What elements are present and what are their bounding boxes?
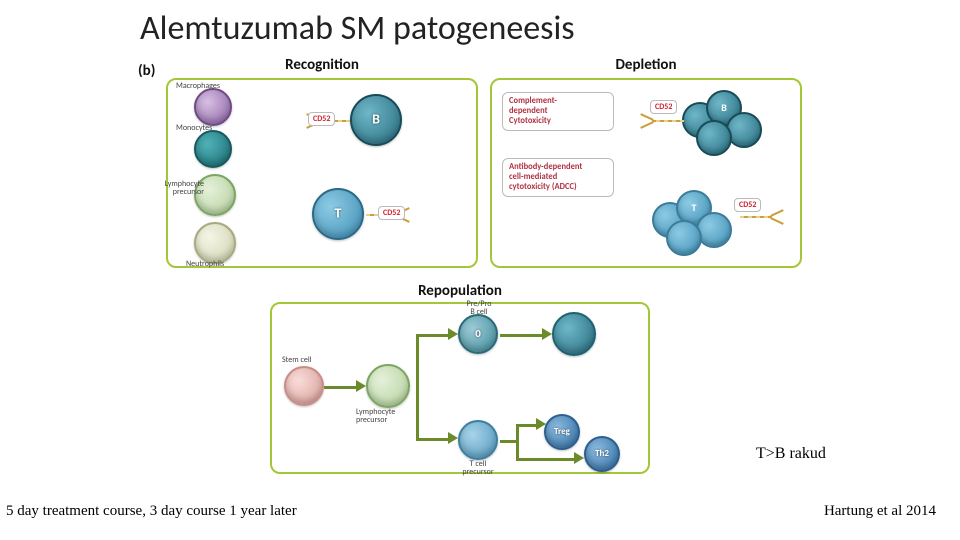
tcellprec-icon (458, 420, 498, 460)
preb-letter: 0 (475, 327, 481, 340)
tcell-icon: T (312, 188, 364, 240)
arrow-icon (416, 334, 419, 440)
tcellprec-label: T cell precursor (452, 460, 504, 477)
th2-cell-icon: Th2 (584, 436, 620, 472)
arrow-head-icon (574, 452, 584, 464)
repop-lymphprecursor-icon (366, 364, 410, 408)
arrow-head-icon (448, 432, 458, 444)
mechanism-cdc: Complement- dependent Cytotoxicity (502, 92, 614, 131)
panel-recognition: Recognition Macrophages Monocytes Lympho… (166, 78, 478, 268)
cd52-tag-b: CD52 (308, 112, 335, 126)
arrow-head-icon (356, 380, 366, 392)
tcell-cluster-letter: T (692, 201, 697, 214)
cd52-tag-tcluster: CD52 (734, 198, 761, 212)
citation: Hartung et al 2014 (824, 503, 936, 520)
arrow-icon (516, 424, 538, 427)
bcell-out-icon (552, 312, 596, 356)
stemcell-label: Stem cell (282, 356, 311, 364)
tcell-letter: T (335, 205, 342, 222)
page-title: Alemtuzumab SM patogeneesis (140, 8, 575, 49)
panel-recognition-title: Recognition (168, 56, 476, 74)
footer-treatment-note: 5 day treatment course, 3 day course 1 y… (6, 503, 297, 520)
preb-label: Pre/Pro B cell (454, 300, 504, 317)
treg-letter: Treg (554, 426, 570, 437)
panel-depletion-title: Depletion (492, 56, 800, 74)
tcell-cluster: T (652, 190, 742, 260)
th2-letter: Th2 (595, 448, 609, 459)
preb-cell-icon: 0 (458, 314, 498, 354)
panel-repopulation: Repopulation Stem cell Lymphocyte precur… (270, 302, 650, 474)
monocyte-cell-icon (194, 130, 232, 168)
figure-panel-label: (b) (138, 62, 155, 80)
stemcell-icon (284, 366, 324, 406)
arrow-icon (416, 438, 450, 441)
bcell-icon: B (350, 94, 402, 146)
arrow-head-icon (542, 328, 552, 340)
mechanism-adcc: Antibody-dependent cell-mediated cytotox… (502, 158, 614, 197)
arrow-icon (516, 424, 519, 460)
note-tb-rakud: T>B rakud (756, 445, 826, 463)
bcell-cluster-letter: B (721, 101, 727, 114)
bcell-letter: B (372, 111, 380, 128)
receptor-icon (740, 216, 772, 218)
neutrophil-cell-icon (194, 222, 236, 264)
arrow-icon (416, 334, 450, 337)
panel-depletion: Depletion Complement- dependent Cytotoxi… (490, 78, 802, 268)
cd52-tag-t: CD52 (378, 206, 405, 220)
receptor-icon (652, 120, 684, 122)
lymphprecursor-label: Lymphocyte precursor (164, 180, 204, 197)
arrow-icon (516, 458, 576, 461)
bcell-cluster: B (682, 90, 772, 160)
panel-repopulation-title: Repopulation (272, 282, 648, 300)
cd52-tag-bcluster: CD52 (650, 100, 677, 114)
monocyte-label: Monocytes (176, 124, 212, 132)
arrow-icon (324, 386, 358, 389)
arrow-head-icon (448, 328, 458, 340)
arrow-icon (500, 334, 544, 337)
macrophage-label: Macrophages (176, 82, 220, 90)
macrophage-cell-icon (194, 88, 232, 126)
neutrophil-label: Neutrophils (186, 260, 224, 268)
treg-cell-icon: Treg (544, 414, 580, 450)
